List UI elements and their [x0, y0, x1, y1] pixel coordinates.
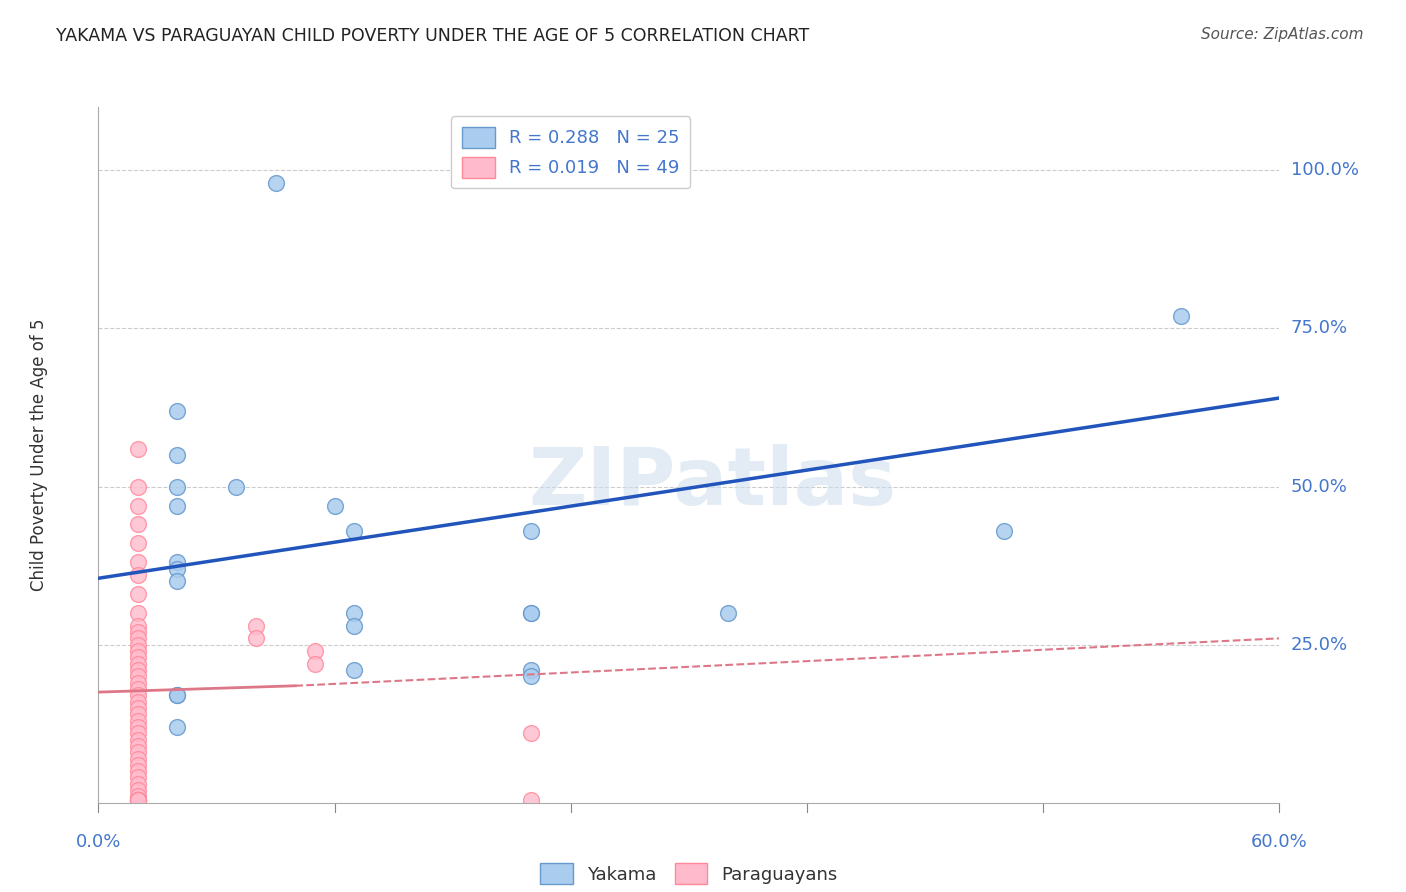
Point [127, 688, 149, 702]
Point [323, 499, 346, 513]
Point [264, 176, 287, 190]
Point [127, 587, 149, 601]
Point [166, 688, 188, 702]
Point [304, 644, 326, 658]
Text: YAKAMA VS PARAGUAYAN CHILD POVERTY UNDER THE AGE OF 5 CORRELATION CHART: YAKAMA VS PARAGUAYAN CHILD POVERTY UNDER… [56, 27, 810, 45]
Text: Child Poverty Under the Age of 5: Child Poverty Under the Age of 5 [31, 318, 48, 591]
Point [717, 606, 740, 620]
Point [127, 732, 149, 747]
Point [127, 618, 149, 632]
Text: Source: ZipAtlas.com: Source: ZipAtlas.com [1201, 27, 1364, 42]
Point [127, 777, 149, 791]
Point [127, 632, 149, 646]
Point [343, 524, 366, 538]
Point [127, 707, 149, 722]
Point [127, 714, 149, 728]
Legend: Yakama, Paraguayans: Yakama, Paraguayans [533, 856, 845, 891]
Point [127, 517, 149, 532]
Point [127, 792, 149, 806]
Point [166, 403, 188, 417]
Point [127, 745, 149, 759]
Point [127, 792, 149, 806]
Point [127, 792, 149, 806]
Point [166, 448, 188, 462]
Point [127, 442, 149, 456]
Point [127, 606, 149, 620]
Text: 60.0%: 60.0% [1251, 833, 1308, 851]
Point [127, 536, 149, 550]
Point [166, 688, 188, 702]
Point [343, 606, 366, 620]
Point [127, 751, 149, 765]
Point [127, 669, 149, 683]
Point [127, 792, 149, 806]
Point [166, 556, 188, 570]
Point [127, 720, 149, 734]
Text: 75.0%: 75.0% [1291, 319, 1348, 337]
Point [245, 632, 267, 646]
Point [127, 675, 149, 690]
Point [166, 562, 188, 576]
Point [127, 764, 149, 779]
Point [520, 726, 543, 740]
Text: 50.0%: 50.0% [1291, 477, 1347, 496]
Point [127, 792, 149, 806]
Point [127, 568, 149, 582]
Point [127, 739, 149, 753]
Point [304, 657, 326, 671]
Point [225, 479, 247, 493]
Point [127, 644, 149, 658]
Point [127, 663, 149, 677]
Point [127, 681, 149, 696]
Point [245, 618, 267, 632]
Point [343, 618, 366, 632]
Point [127, 789, 149, 804]
Point [127, 792, 149, 806]
Point [520, 524, 543, 538]
Point [127, 657, 149, 671]
Point [127, 757, 149, 772]
Point [127, 771, 149, 785]
Point [127, 726, 149, 740]
Point [127, 783, 149, 797]
Text: 25.0%: 25.0% [1291, 636, 1348, 654]
Point [127, 479, 149, 493]
Point [127, 650, 149, 665]
Point [993, 524, 1015, 538]
Point [166, 499, 188, 513]
Point [166, 574, 188, 589]
Point [520, 606, 543, 620]
Text: 0.0%: 0.0% [76, 833, 121, 851]
Point [1170, 309, 1192, 323]
Point [127, 638, 149, 652]
Text: ZIPatlas: ZIPatlas [529, 443, 897, 522]
Point [127, 556, 149, 570]
Point [343, 663, 366, 677]
Point [520, 669, 543, 683]
Point [127, 701, 149, 715]
Point [127, 625, 149, 640]
Text: 100.0%: 100.0% [1291, 161, 1358, 179]
Point [520, 663, 543, 677]
Point [127, 695, 149, 709]
Point [127, 499, 149, 513]
Point [520, 792, 543, 806]
Point [520, 606, 543, 620]
Point [166, 479, 188, 493]
Point [166, 720, 188, 734]
